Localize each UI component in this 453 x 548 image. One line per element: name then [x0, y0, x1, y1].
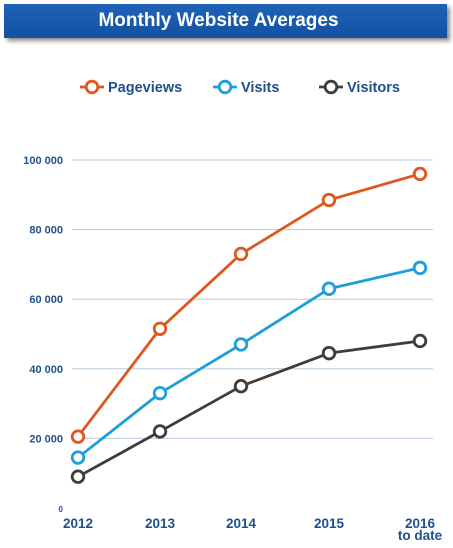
data-point-visits: [70, 450, 86, 465]
data-point-visits: [412, 260, 428, 276]
legend-label-visits: Visits: [241, 80, 279, 96]
y-tick-label: 20 000: [29, 433, 63, 445]
data-point-visits: [152, 385, 168, 401]
data-point-visitors: [152, 424, 168, 439]
data-point-visitors: [233, 379, 249, 394]
legend-label-pageviews: Pageviews: [108, 80, 182, 96]
data-point-pageviews: [321, 192, 337, 208]
legend-marker-visitors: [323, 79, 339, 95]
data-point-visitors: [70, 469, 86, 484]
data-point-visitors: [321, 345, 337, 361]
data-point-visits: [233, 337, 249, 352]
legend-marker-visits: [217, 79, 233, 95]
data-point-pageviews: [412, 166, 428, 182]
series-line-visits: [77, 266, 421, 459]
x-tick-label: 2013: [145, 516, 176, 531]
y-tick-label: 80 000: [29, 225, 63, 237]
y-tick-label: 100 000: [23, 155, 63, 167]
legend-label-visitors: Visitors: [347, 80, 400, 96]
title-bar: Monthly Website Averages: [4, 4, 447, 38]
series-line-visitors: [77, 339, 421, 478]
series-line-pageviews: [76, 172, 421, 438]
x-tick-label: 2012: [63, 516, 93, 531]
data-point-pageviews: [233, 246, 249, 262]
y-tick-label: 0: [59, 505, 64, 514]
chart-title: Monthly Website Averages: [98, 10, 339, 31]
legend-marker-pageviews: [84, 79, 100, 95]
data-point-visits: [321, 281, 337, 296]
x-tick-label: 2014: [226, 516, 257, 531]
x-tick-label: 2016: [405, 516, 436, 531]
data-point-pageviews: [70, 429, 86, 444]
y-tick-label: 40 000: [29, 364, 63, 376]
x-tick-label: to date: [398, 528, 443, 543]
data-point-visitors: [412, 333, 428, 349]
y-tick-label: 60 000: [29, 294, 63, 306]
x-tick-label: 2015: [314, 516, 345, 531]
data-point-pageviews: [152, 321, 168, 336]
